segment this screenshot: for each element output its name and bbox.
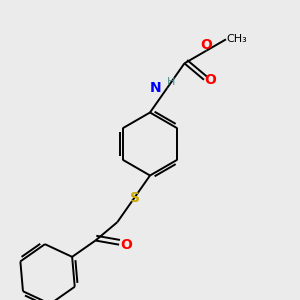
Text: O: O: [201, 38, 212, 52]
Text: CH₃: CH₃: [226, 34, 247, 44]
Text: O: O: [120, 238, 132, 252]
Text: O: O: [205, 73, 217, 87]
Text: H: H: [167, 77, 175, 87]
Text: S: S: [130, 190, 140, 205]
Text: N: N: [150, 81, 162, 95]
